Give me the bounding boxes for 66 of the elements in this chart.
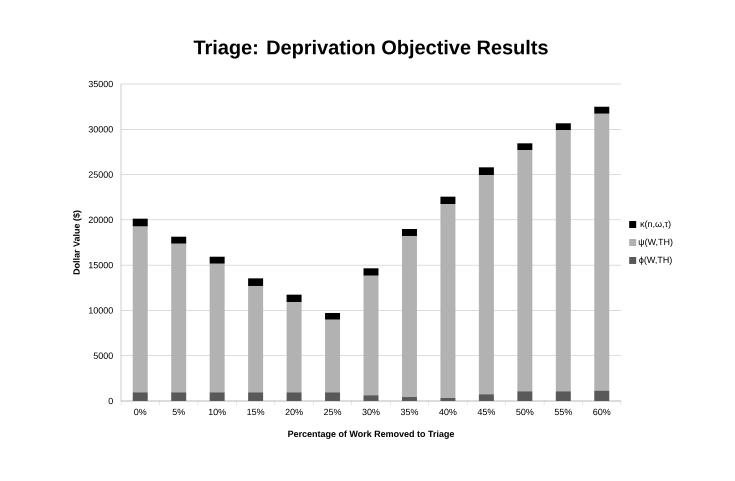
x-tick-label: 25% — [324, 408, 342, 416]
y-tick-label: 10000 — [88, 307, 113, 314]
bar — [364, 268, 379, 276]
x-tick-label: 55% — [554, 408, 572, 416]
bar — [594, 106, 610, 114]
bar — [402, 229, 417, 236]
x-axis-title: Percentage of Work Removed to Triage — [288, 430, 454, 439]
bar — [132, 226, 148, 392]
legend-label: ψ(W,TH) — [638, 238, 672, 247]
bar — [478, 167, 494, 176]
bar — [248, 286, 264, 392]
bar — [594, 390, 610, 401]
bar — [171, 244, 186, 392]
bar — [478, 394, 494, 401]
x-tick-label: 10% — [208, 408, 226, 416]
legend-label: κ(n,ω,τ) — [640, 220, 671, 229]
x-tick-label: 15% — [247, 408, 264, 416]
bar — [132, 392, 148, 401]
bar — [325, 312, 340, 320]
legend-label: ϕ(W,TH) — [639, 256, 672, 265]
x-tick-label: 45% — [478, 408, 496, 416]
x-tick-label: 0% — [134, 408, 146, 416]
bar — [556, 130, 571, 392]
bar — [286, 302, 302, 392]
bar — [325, 392, 340, 401]
bar — [478, 175, 494, 394]
bar — [364, 395, 379, 401]
bar — [171, 392, 186, 401]
x-tick-label: 5% — [172, 408, 185, 416]
bar — [286, 392, 302, 401]
bar — [171, 236, 186, 244]
bar — [556, 123, 571, 130]
bar — [364, 276, 379, 396]
bar — [594, 114, 610, 391]
x-tick-label: 40% — [439, 408, 457, 416]
bar — [325, 320, 340, 392]
bar — [210, 392, 225, 401]
bar — [402, 236, 417, 398]
chart-title: Triage: Deprivation Objective Results — [194, 40, 548, 58]
bar — [440, 204, 456, 398]
y-tick-label: 0 — [108, 398, 113, 404]
y-tick-label: 35000 — [88, 80, 113, 88]
x-tick-label: 30% — [362, 408, 380, 416]
bar — [517, 391, 532, 401]
x-tick-label: 60% — [593, 408, 610, 416]
bar — [248, 278, 264, 286]
bar — [132, 218, 148, 226]
bar — [556, 391, 571, 401]
y-tick-label: 20000 — [88, 216, 113, 224]
y-tick-label: 15000 — [88, 262, 113, 268]
bar — [517, 150, 532, 392]
y-tick-label: 25000 — [88, 171, 113, 178]
bar — [210, 264, 225, 392]
bar — [440, 398, 456, 401]
x-tick-label: 35% — [400, 408, 418, 416]
bar — [402, 397, 417, 401]
bar — [440, 196, 456, 204]
y-axis-title: Dollar Value ($) — [72, 210, 82, 274]
bar — [286, 294, 302, 302]
bar — [210, 256, 225, 264]
y-tick-label: 5000 — [94, 352, 113, 359]
x-tick-label: 20% — [286, 408, 303, 416]
bar — [248, 392, 264, 401]
y-tick-label: 30000 — [88, 126, 113, 132]
bar — [517, 143, 532, 150]
x-tick-label: 50% — [516, 408, 534, 416]
